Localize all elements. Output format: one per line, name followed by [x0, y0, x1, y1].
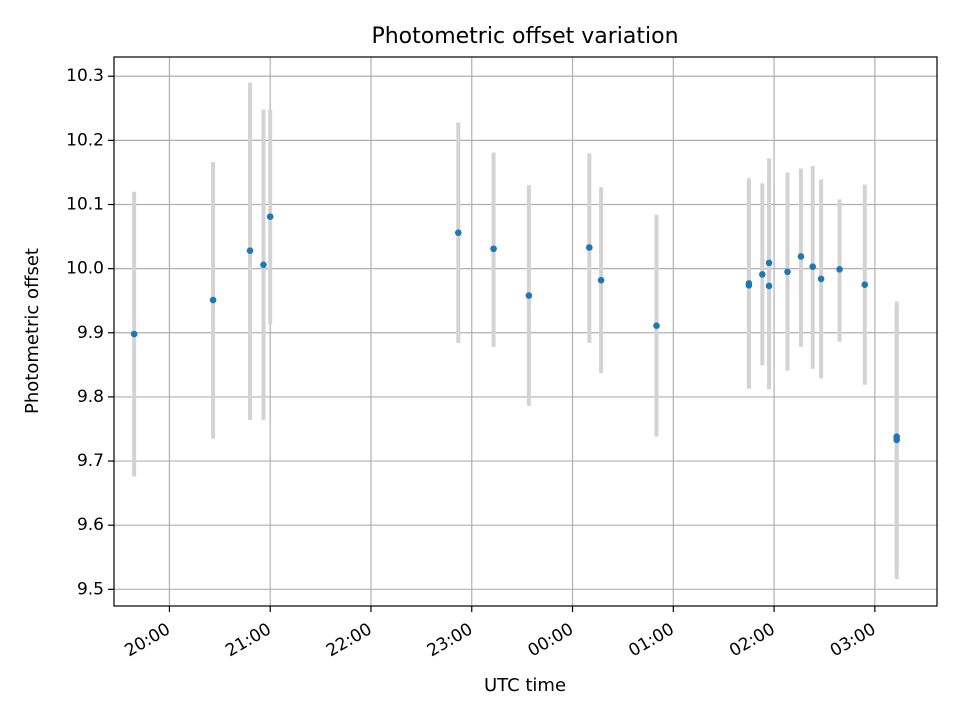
data-point	[817, 275, 825, 283]
data-point	[784, 268, 791, 276]
y-tick-label: 9.9	[77, 323, 104, 343]
y-tick-label: 10.3	[66, 66, 104, 86]
data-point	[759, 271, 766, 278]
y-tick-label: 10.2	[66, 130, 104, 150]
x-axis-label: UTC time	[484, 675, 566, 696]
y-tick-label: 9.6	[77, 515, 104, 535]
y-tick-label: 9.5	[77, 579, 104, 599]
data-point	[861, 281, 869, 288]
data-point	[266, 213, 274, 220]
data-point	[260, 261, 267, 269]
data-point	[765, 282, 773, 290]
data-point	[653, 322, 660, 330]
y-tick-label: 9.7	[77, 451, 104, 471]
data-point	[797, 253, 805, 260]
data-point	[893, 436, 900, 444]
data-point	[836, 265, 843, 273]
y-axis-label: Photometric offset	[22, 248, 43, 414]
data-point	[490, 245, 497, 253]
chart-title: Photometric offset variation	[371, 24, 678, 49]
data-point	[586, 244, 593, 251]
y-axis-ticks: 9.5 9.6 9.7 9.8 9.9 10.0 10.1 10.2 10.3	[66, 66, 114, 599]
data-point	[765, 259, 773, 267]
plot-frame	[113, 56, 938, 607]
data-points	[130, 213, 900, 444]
y-tick-label: 10.0	[66, 259, 104, 279]
data-point	[525, 292, 533, 299]
data-point	[597, 276, 605, 284]
data-point	[209, 296, 217, 304]
y-tick-label: 10.1	[66, 195, 104, 215]
data-point	[809, 263, 817, 271]
data-point	[130, 330, 138, 338]
data-point	[745, 282, 753, 289]
data-point	[455, 229, 462, 237]
data-point	[246, 247, 254, 254]
y-tick-label: 9.8	[77, 387, 104, 407]
